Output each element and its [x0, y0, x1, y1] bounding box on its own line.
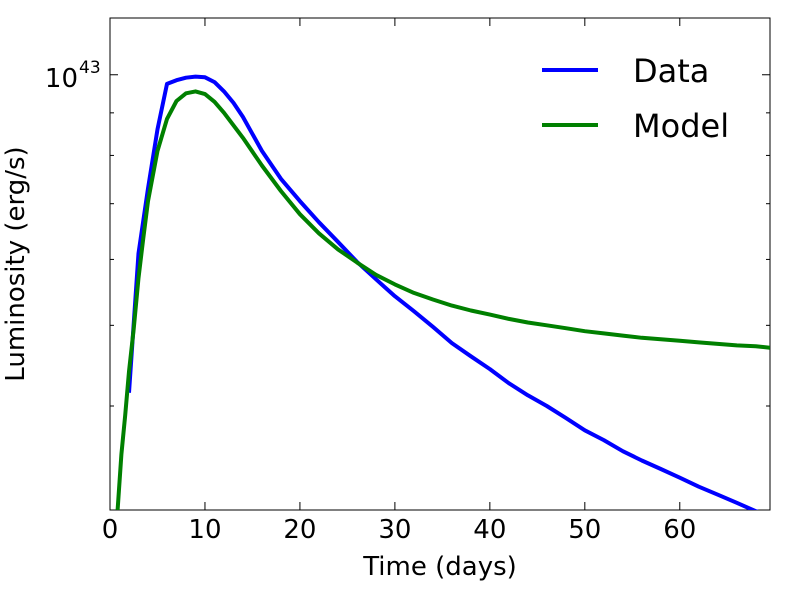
- legend-data-label: Data: [633, 52, 709, 90]
- x-tick-label: 10: [188, 515, 221, 545]
- x-tick-label: 50: [568, 515, 601, 545]
- plot-frame: [109, 17, 771, 511]
- x-tick-label: 20: [283, 515, 316, 545]
- legend-model-label: Model: [633, 107, 729, 145]
- series-layer: [115, 74, 770, 510]
- y-axis-label: Luminosity (erg/s): [1, 146, 31, 381]
- legend: Data Model: [542, 52, 729, 145]
- y-major-tick-exponent: 43: [79, 58, 101, 78]
- x-tick-label: 0: [102, 515, 119, 545]
- y-major-tick-label: 10 43: [45, 58, 101, 94]
- x-tick-label: 60: [663, 515, 696, 545]
- series-line-model: [115, 89, 770, 510]
- y-major-tick-base: 10: [45, 64, 78, 94]
- x-tick-label: 40: [473, 515, 506, 545]
- x-axis-ticks: 0 10 20 30 40 50 60: [102, 18, 696, 545]
- y-axis-ticks: [110, 74, 770, 511]
- x-tick-label: 30: [378, 515, 411, 545]
- x-axis-label: Time (days): [362, 552, 517, 582]
- series-line-data: [127, 74, 760, 510]
